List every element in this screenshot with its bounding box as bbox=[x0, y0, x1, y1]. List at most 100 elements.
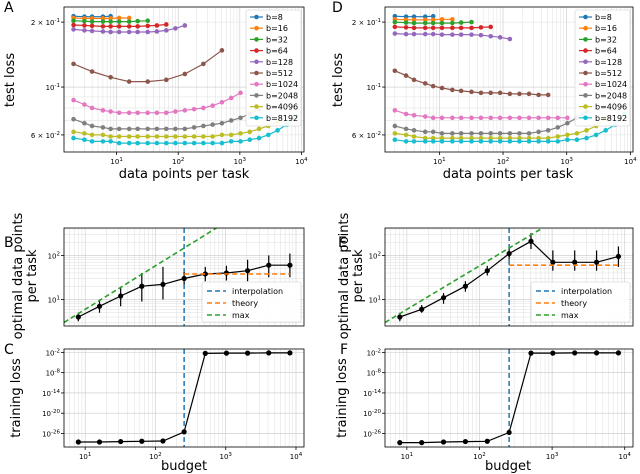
data-point bbox=[135, 126, 141, 132]
data-point bbox=[550, 350, 556, 356]
data-point bbox=[392, 123, 398, 129]
x-tick-label: 102 bbox=[149, 452, 161, 461]
data-point bbox=[118, 293, 124, 299]
legend-swatch-dot bbox=[583, 48, 588, 53]
data-point bbox=[89, 69, 95, 74]
data-point bbox=[71, 135, 76, 141]
data-point bbox=[439, 20, 445, 26]
legend-label: b=2048 bbox=[595, 91, 627, 100]
legend-swatch-dot bbox=[583, 37, 588, 42]
data-point bbox=[135, 134, 141, 139]
data-point bbox=[458, 135, 464, 141]
data-point bbox=[108, 19, 113, 24]
data-point bbox=[116, 126, 122, 132]
data-point bbox=[82, 18, 87, 24]
legend-label: max bbox=[561, 311, 579, 320]
data-point bbox=[411, 128, 417, 133]
data-point bbox=[139, 438, 145, 444]
data-point bbox=[507, 131, 513, 136]
data-point bbox=[201, 140, 206, 146]
y-axis-label: training loss bbox=[335, 358, 350, 438]
y-tick-label: 10-1 bbox=[367, 83, 381, 92]
data-point bbox=[450, 20, 455, 26]
series-b-1024 bbox=[71, 90, 243, 116]
x-tick-label: 102 bbox=[497, 157, 509, 166]
data-point bbox=[545, 139, 551, 144]
data-point bbox=[75, 314, 81, 320]
legend-label: b=8192 bbox=[266, 114, 298, 123]
y-tick-label: 10-14 bbox=[42, 389, 60, 398]
data-point bbox=[422, 25, 428, 31]
y-tick-label: 10-20 bbox=[42, 409, 60, 418]
plot-area bbox=[385, 228, 622, 326]
data-point bbox=[210, 140, 215, 146]
data-point bbox=[182, 126, 188, 132]
data-point bbox=[392, 68, 398, 74]
data-point bbox=[584, 128, 589, 133]
data-point bbox=[244, 268, 251, 274]
data-point bbox=[507, 91, 513, 97]
panel-F: 101 102 103 104 10-26 10-20 10-14 10-8 10-2 Fbudg… bbox=[335, 342, 634, 474]
data-point bbox=[458, 32, 464, 37]
data-point bbox=[135, 18, 141, 24]
data-point bbox=[439, 131, 445, 136]
data-point bbox=[555, 139, 561, 144]
data-point bbox=[163, 126, 169, 132]
data-point bbox=[275, 128, 280, 133]
data-point bbox=[154, 134, 160, 139]
data-point bbox=[145, 29, 151, 35]
data-point bbox=[82, 137, 87, 143]
axes-frame bbox=[384, 6, 634, 153]
y-ticks: 10-26 10-20 10-14 10-8 10-2 bbox=[363, 348, 385, 438]
legend-swatch-dot bbox=[254, 25, 259, 31]
data-point bbox=[108, 29, 113, 35]
legend-swatch-dot bbox=[583, 25, 588, 31]
data-point bbox=[173, 109, 178, 114]
data-point bbox=[439, 115, 445, 121]
data-point bbox=[422, 31, 428, 37]
axes-frame bbox=[384, 227, 634, 327]
panel-label: C bbox=[4, 342, 14, 358]
data-point bbox=[191, 106, 197, 112]
legend-swatch-dot bbox=[583, 59, 588, 65]
data-point bbox=[182, 71, 188, 77]
data-point bbox=[173, 26, 178, 31]
data-point bbox=[403, 73, 409, 78]
data-point bbox=[182, 140, 188, 146]
data-point bbox=[100, 139, 106, 144]
data-point bbox=[126, 79, 132, 84]
data-point bbox=[135, 110, 141, 116]
data-point bbox=[397, 440, 403, 446]
data-point bbox=[201, 134, 206, 139]
data-point bbox=[462, 438, 469, 445]
data-point bbox=[565, 137, 570, 143]
data-point bbox=[517, 91, 522, 97]
axes-frame bbox=[384, 348, 634, 448]
data-point bbox=[411, 31, 417, 37]
data-point bbox=[71, 129, 76, 135]
data-point bbox=[100, 125, 106, 130]
data-point bbox=[517, 131, 522, 136]
data-point bbox=[116, 134, 122, 139]
y-tick-label: 101 bbox=[369, 295, 381, 304]
data-point bbox=[411, 17, 417, 23]
y-tick-label: 2 × 10-1 bbox=[31, 18, 60, 27]
data-point bbox=[439, 25, 445, 31]
data-point bbox=[181, 429, 187, 435]
data-point bbox=[574, 131, 580, 136]
data-point bbox=[526, 139, 532, 144]
data-point bbox=[89, 16, 95, 21]
data-point bbox=[422, 14, 428, 19]
y-tick-label: 10-8 bbox=[367, 369, 382, 378]
data-point bbox=[488, 131, 493, 136]
data-point bbox=[154, 140, 160, 146]
data-point bbox=[108, 109, 113, 114]
data-point bbox=[593, 259, 600, 265]
data-point bbox=[411, 134, 417, 139]
data-point bbox=[450, 115, 455, 121]
y-axis-label: optimal data pointsper task bbox=[337, 212, 366, 339]
data-point bbox=[439, 85, 445, 91]
data-point bbox=[439, 32, 445, 37]
